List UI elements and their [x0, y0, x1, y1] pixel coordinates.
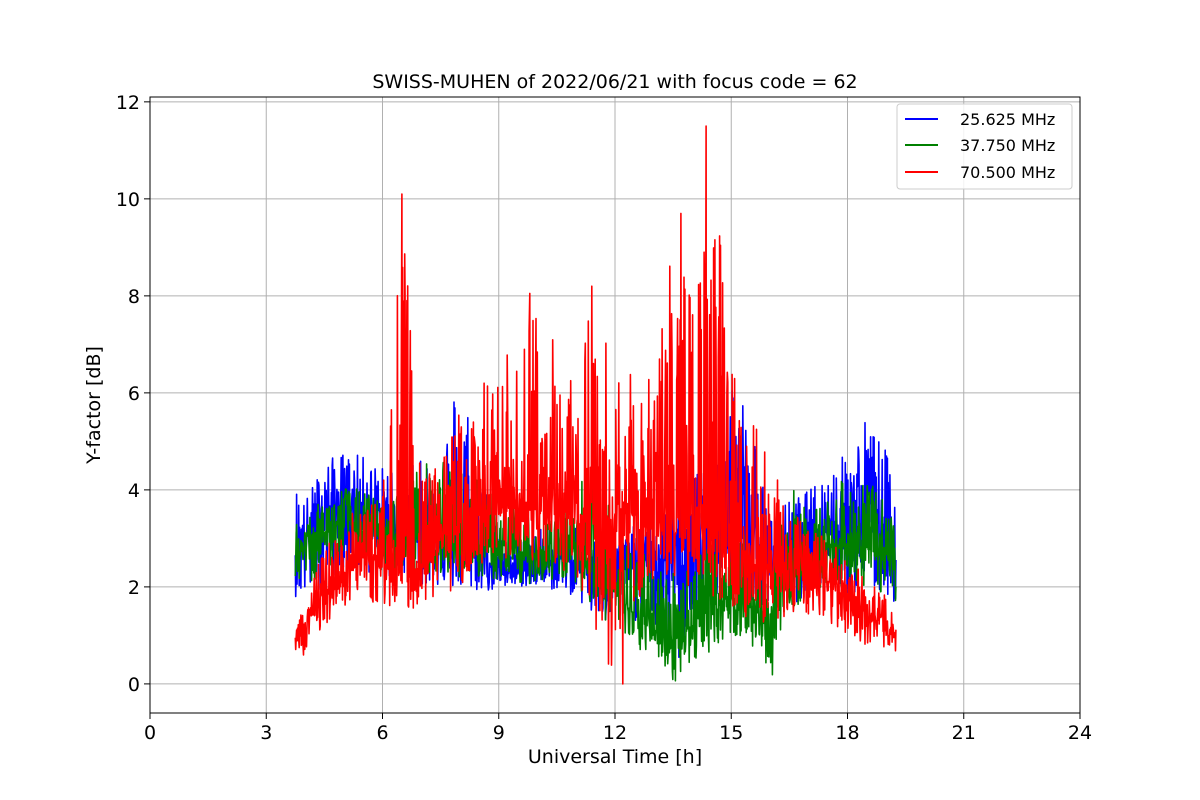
y-tick-label: 4: [128, 480, 140, 502]
x-tick-label: 3: [260, 722, 272, 744]
x-tick-label: 18: [835, 722, 859, 744]
x-tick-label: 9: [493, 722, 505, 744]
x-tick-label: 6: [376, 722, 388, 744]
legend: 25.625 MHz 37.750 MHz 70.500 MHz: [896, 103, 1073, 190]
y-tick-label: 8: [128, 286, 140, 308]
y-axis-label: Y-factor [dB]: [83, 346, 105, 465]
x-tick-label: 24: [1068, 722, 1092, 744]
y-tick-label: 6: [128, 383, 140, 405]
y-tick-label: 2: [128, 577, 140, 599]
legend-label-37750: 37.750 MHz: [960, 136, 1055, 155]
chart-title: SWISS-MUHEN of 2022/06/21 with focus cod…: [372, 71, 857, 93]
series-layer: [294, 125, 897, 685]
y-tick-label: 10: [116, 189, 140, 211]
y-tick-label: 0: [128, 674, 140, 696]
x-axis-label: Universal Time [h]: [528, 746, 702, 768]
x-tick-label: 0: [144, 722, 156, 744]
legend-label-70500: 70.500 MHz: [960, 163, 1055, 182]
y-tick-label: 12: [116, 92, 140, 114]
legend-label-25625: 25.625 MHz: [960, 110, 1055, 129]
legend-box: [896, 103, 1073, 190]
x-tick-label: 12: [603, 722, 627, 744]
series-line-70500: [294, 125, 897, 685]
x-tick-label: 15: [719, 722, 743, 744]
x-tick-label: 21: [952, 722, 976, 744]
